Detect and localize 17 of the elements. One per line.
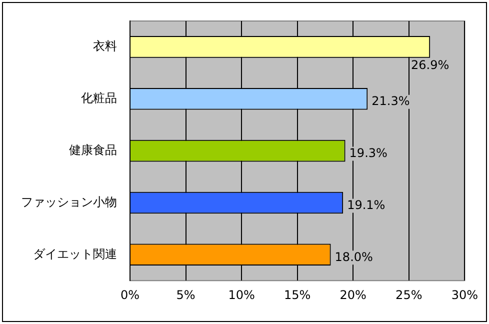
x-tick-label: 15% bbox=[284, 288, 311, 302]
x-tick-label: 0% bbox=[120, 288, 140, 302]
data-label: 19.3% bbox=[349, 146, 388, 160]
y-tick-label: 健康食品 bbox=[69, 142, 117, 157]
x-tick-label: 5% bbox=[176, 288, 196, 302]
data-label: 26.9% bbox=[411, 58, 450, 72]
x-tick-label: 20% bbox=[340, 288, 366, 302]
y-tick-label: ファッション小物 bbox=[21, 194, 117, 209]
x-tick-label: 10% bbox=[228, 288, 255, 302]
data-label: 18.0% bbox=[334, 250, 373, 264]
y-tick-label: 衣料 bbox=[93, 39, 117, 54]
x-tick-label: 25% bbox=[396, 288, 422, 302]
data-label: 21.3% bbox=[372, 94, 410, 108]
x-tick-label: 30% bbox=[451, 288, 478, 302]
y-tick-label: 化粧品 bbox=[81, 91, 117, 106]
y-tick-label: ダイエット関連 bbox=[33, 246, 117, 261]
data-label: 19.1% bbox=[347, 198, 386, 212]
